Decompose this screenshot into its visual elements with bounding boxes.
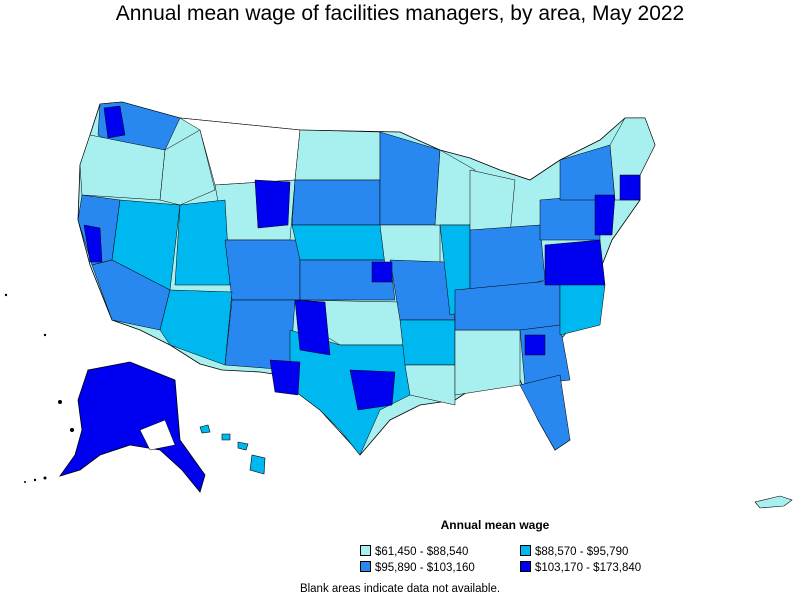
region-new-mexico bbox=[224, 299, 296, 371]
legend-item-tier-2: $88,570 - $95,790 bbox=[520, 545, 628, 558]
region-boston bbox=[619, 174, 641, 201]
region-pennsylvania bbox=[539, 194, 601, 241]
legend-swatch bbox=[360, 561, 371, 572]
region-nyc-nj bbox=[594, 194, 616, 236]
map-title: Annual mean wage of facilities managers,… bbox=[115, 2, 685, 25]
legend-swatch bbox=[520, 561, 531, 572]
hawaii-islands bbox=[199, 424, 266, 475]
region-south-dakota bbox=[291, 179, 381, 226]
legend-swatch bbox=[520, 545, 531, 556]
region-new-york bbox=[559, 144, 616, 201]
region-texas-high-3 bbox=[269, 359, 301, 396]
region-wyoming-high bbox=[254, 179, 291, 229]
island-mark bbox=[43, 333, 47, 337]
legend-item-tier-3: $95,890 - $103,160 bbox=[360, 561, 475, 574]
region-oregon bbox=[79, 134, 166, 201]
region-north-dakota bbox=[294, 129, 381, 181]
region-nebraska bbox=[291, 224, 391, 261]
region-arkansas bbox=[399, 319, 456, 366]
region-kansas bbox=[299, 259, 396, 301]
region-iowa bbox=[379, 224, 441, 266]
legend-label: $88,570 - $95,790 bbox=[535, 546, 629, 558]
alaska-outline bbox=[58, 361, 206, 493]
alaska-region-interior bbox=[139, 419, 176, 451]
map-legend: Annual mean wage $61,450 - $88,540 $88,5… bbox=[340, 518, 670, 578]
region-virginia-dc bbox=[544, 239, 606, 286]
region-mississippi-alabama bbox=[454, 329, 521, 396]
region-utah bbox=[174, 199, 231, 286]
legend-label: $103,170 - $173,840 bbox=[535, 562, 642, 574]
region-texas-high-2 bbox=[349, 369, 396, 411]
legend-title: Annual mean wage bbox=[440, 518, 550, 532]
region-idaho bbox=[159, 129, 216, 206]
region-michigan bbox=[469, 169, 516, 236]
map-regions bbox=[77, 101, 656, 456]
island-mark bbox=[4, 293, 8, 297]
aleutian-islands bbox=[24, 400, 74, 483]
region-kansas-city bbox=[371, 261, 393, 283]
legend-swatch bbox=[360, 545, 371, 556]
legend-label: $61,450 - $88,540 bbox=[375, 546, 469, 558]
region-texas-high-1 bbox=[294, 299, 331, 356]
legend-item-tier-4: $103,170 - $173,840 bbox=[520, 561, 641, 574]
region-seattle bbox=[103, 105, 126, 139]
region-arizona bbox=[159, 289, 233, 366]
region-bay-area bbox=[83, 224, 103, 263]
map-container bbox=[0, 92, 800, 512]
puerto-rico bbox=[754, 495, 793, 509]
region-louisiana bbox=[404, 364, 456, 406]
region-colorado bbox=[224, 239, 301, 301]
region-atlanta bbox=[524, 334, 546, 356]
legend-item-tier-1: $61,450 - $88,540 bbox=[360, 545, 468, 558]
region-florida bbox=[519, 374, 571, 451]
region-carolinas bbox=[559, 279, 606, 336]
us-choropleth-map bbox=[4, 101, 793, 509]
legend-label: $95,890 - $103,160 bbox=[375, 562, 475, 574]
availability-note: Blank areas indicate data not available. bbox=[299, 583, 501, 595]
